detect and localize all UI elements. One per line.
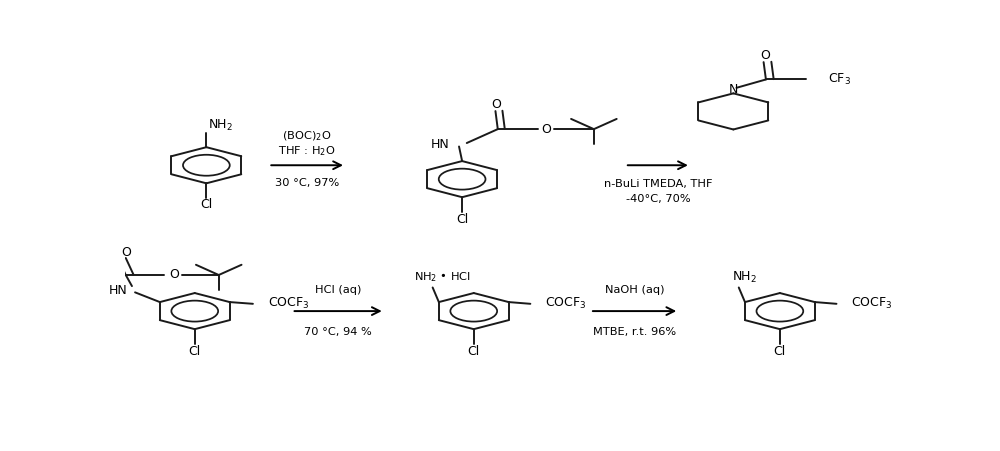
Text: 70 °C, 94 %: 70 °C, 94 % [304,327,372,337]
Text: Cl: Cl [468,345,480,358]
Text: NH$_2$: NH$_2$ [208,118,233,133]
Text: O: O [491,98,501,111]
Text: Cl: Cl [774,345,786,358]
Text: HN: HN [431,138,450,151]
Text: NaOH (aq): NaOH (aq) [605,285,664,295]
Text: -40°C, 70%: -40°C, 70% [626,194,690,204]
Text: n-BuLi TMEDA, THF: n-BuLi TMEDA, THF [604,179,712,189]
Text: CF$_3$: CF$_3$ [828,72,851,87]
Text: N: N [729,83,738,96]
Text: MTBE, r.t. 96%: MTBE, r.t. 96% [593,327,676,337]
Text: HN: HN [109,284,127,297]
Text: O: O [122,245,131,258]
Text: 30 °C, 97%: 30 °C, 97% [275,178,339,189]
Text: (BOC)$_2$O: (BOC)$_2$O [282,129,332,143]
Text: NH$_2$: NH$_2$ [732,270,757,285]
Text: Cl: Cl [189,345,201,358]
Text: Cl: Cl [456,212,468,226]
Text: COCF$_3$: COCF$_3$ [545,296,587,311]
Text: O: O [169,268,179,281]
Text: O: O [760,49,770,62]
Text: NH$_2$ • HCl: NH$_2$ • HCl [414,270,470,284]
Text: HCl (aq): HCl (aq) [315,285,361,295]
Text: O: O [542,123,552,136]
Text: THF : H$_2$O: THF : H$_2$O [278,144,336,157]
Text: COCF$_3$: COCF$_3$ [268,296,309,311]
Text: Cl: Cl [200,198,212,212]
Text: COCF$_3$: COCF$_3$ [851,296,893,311]
